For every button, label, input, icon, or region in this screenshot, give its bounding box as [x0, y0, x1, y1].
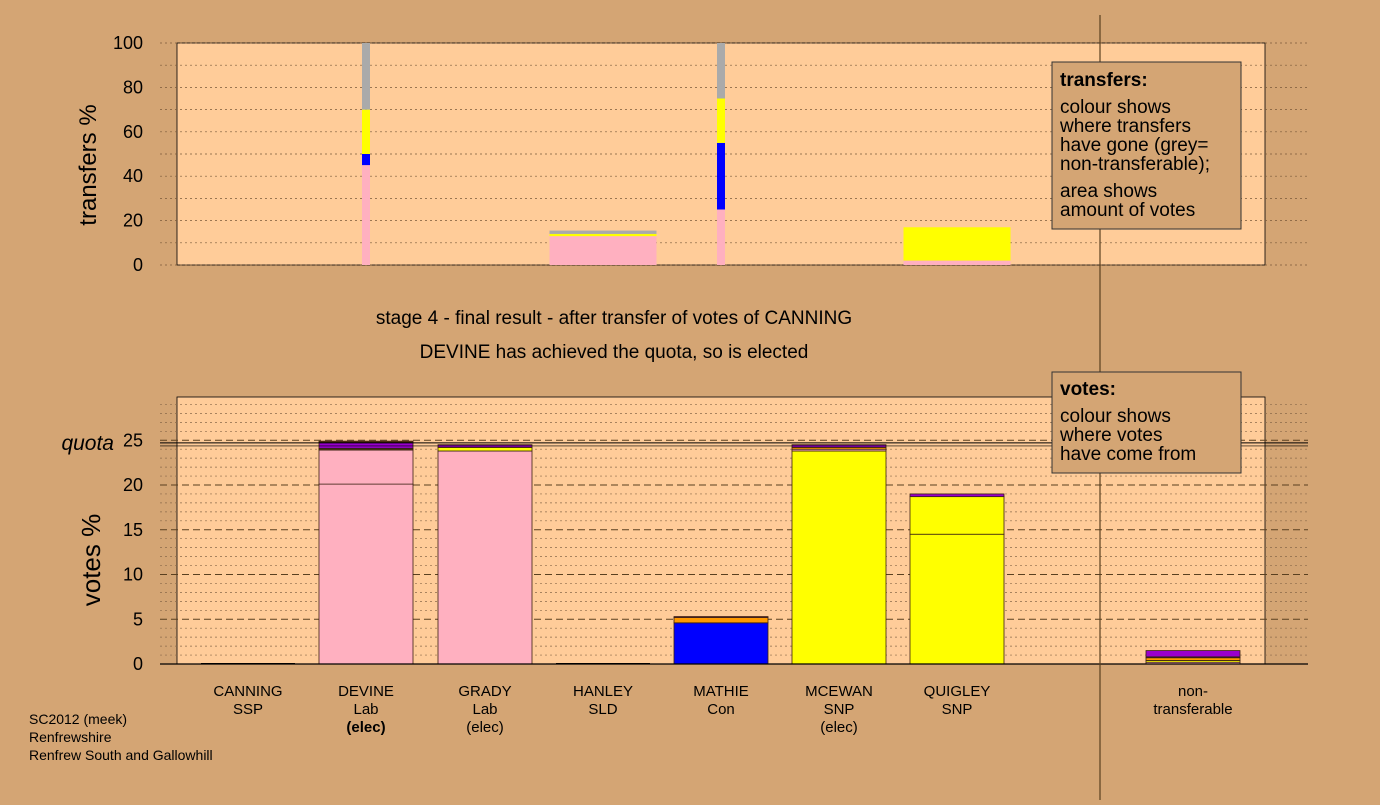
transfers-note-line: colour shows — [1060, 97, 1171, 118]
footer-ward: Renfrew South and Gallowhill — [29, 747, 213, 763]
candidate-label: QUIGLEY — [924, 683, 991, 700]
candidate-label: CANNING — [213, 683, 282, 700]
transfer-segment — [903, 260, 1011, 265]
candidate-label: Lab — [472, 701, 497, 718]
vote-segment — [318, 449, 414, 485]
candidate-label: non- — [1178, 683, 1208, 700]
footer-council: Renfrewshire — [29, 729, 112, 745]
votes-y-tick-label: 0 — [133, 654, 143, 674]
result-caption: DEVINE has achieved the quota, so is ele… — [420, 342, 809, 363]
transfers-note: transfers: colour shows where transfers … — [1051, 61, 1242, 230]
votes-note: votes: colour shows where votes have com… — [1051, 371, 1242, 474]
vote-segment — [437, 447, 533, 452]
candidate-label: SLD — [588, 701, 617, 718]
candidate-label: HANLEY — [573, 683, 633, 700]
quota-label: quota — [61, 432, 114, 455]
votes-y-tick-label: 15 — [123, 520, 143, 540]
transfers-bars — [362, 43, 1011, 265]
transfer-segment — [362, 154, 370, 166]
transfers-note-box — [1051, 61, 1242, 230]
transfers-y-tick-label: 60 — [123, 122, 143, 142]
votes-note-line: where votes — [1059, 425, 1162, 446]
vote-segment — [318, 440, 414, 443]
vote-segment — [909, 493, 1005, 498]
transfers-y-ticks: 0 20 40 60 80 100 — [113, 33, 143, 275]
candidate-label: SNP — [942, 701, 973, 718]
candidate-label: GRADY — [458, 683, 511, 700]
vote-segment — [1145, 657, 1241, 661]
transfer-segment — [362, 43, 370, 110]
transfer-segment — [717, 43, 725, 99]
vote-segment — [673, 616, 769, 618]
votes-y-tick-label: 5 — [133, 609, 143, 629]
transfer-segment — [717, 98, 725, 143]
votes-note-line: colour shows — [1060, 406, 1171, 427]
transfers-y-tick-label: 0 — [133, 255, 143, 275]
candidate-label: DEVINE — [338, 683, 394, 700]
candidate-label: transferable — [1153, 701, 1232, 718]
candidate-label: (elec) — [346, 719, 385, 736]
transfers-y-tick-label: 100 — [113, 33, 143, 53]
candidate-label: MCEWAN — [805, 683, 873, 700]
votes-note-box — [1051, 371, 1242, 474]
vote-segment — [673, 622, 769, 665]
candidate-label: MATHIE — [693, 683, 749, 700]
transfer-segment — [717, 142, 725, 210]
vote-segment — [437, 450, 533, 665]
vote-segment — [909, 533, 1005, 665]
footer-election: SC2012 (meek) — [29, 711, 127, 727]
votes-bars — [201, 440, 1241, 665]
transfer-segment — [903, 227, 1011, 261]
votes-y-axis-title: votes % — [76, 514, 106, 607]
transfers-note-line: where transfers — [1059, 116, 1191, 137]
transfer-segment — [362, 109, 370, 154]
transfer-segment — [717, 209, 725, 265]
transfers-y-tick-label: 80 — [123, 77, 143, 97]
candidate-label: Lab — [353, 701, 378, 718]
stage-caption: stage 4 - final result - after transfer … — [376, 308, 852, 329]
transfer-segment — [549, 230, 657, 234]
transfer-segment — [549, 236, 657, 265]
transfers-y-tick-label: 40 — [123, 166, 143, 186]
vote-segment — [673, 617, 769, 624]
candidate-label: (elec) — [820, 719, 858, 736]
transfers-y-axis-title: transfers % — [75, 104, 102, 225]
vote-segment — [1145, 650, 1241, 658]
vote-segment — [791, 450, 887, 665]
candidate-label: (elec) — [466, 719, 504, 736]
transfers-note-line: have gone (grey= — [1060, 135, 1208, 156]
candidate-labels: CANNINGSSPDEVINELab(elec)GRADYLab(elec)H… — [213, 683, 1232, 736]
candidate-label: SSP — [233, 701, 263, 718]
votes-y-tick-label: 20 — [123, 475, 143, 495]
votes-note-heading: votes: — [1060, 379, 1116, 400]
votes-note-line: have come from — [1060, 444, 1196, 465]
transfers-note-line: area shows — [1060, 181, 1157, 202]
transfers-y-tick-label: 20 — [123, 211, 143, 231]
vote-segment — [909, 496, 1005, 535]
votes-y-tick-label: 10 — [123, 565, 143, 585]
transfers-note-heading: transfers: — [1060, 70, 1148, 91]
candidate-label: SNP — [824, 701, 855, 718]
candidate-label: Con — [707, 701, 735, 718]
transfers-note-line: amount of votes — [1060, 200, 1195, 221]
transfer-segment — [549, 233, 657, 237]
votes-y-tick-label: 25 — [123, 430, 143, 450]
votes-y-ticks: 0 5 10 15 20 25 — [123, 430, 143, 674]
transfers-note-line: non-transferable); — [1060, 154, 1210, 175]
transfer-segment — [362, 165, 370, 265]
vote-segment — [318, 483, 414, 665]
